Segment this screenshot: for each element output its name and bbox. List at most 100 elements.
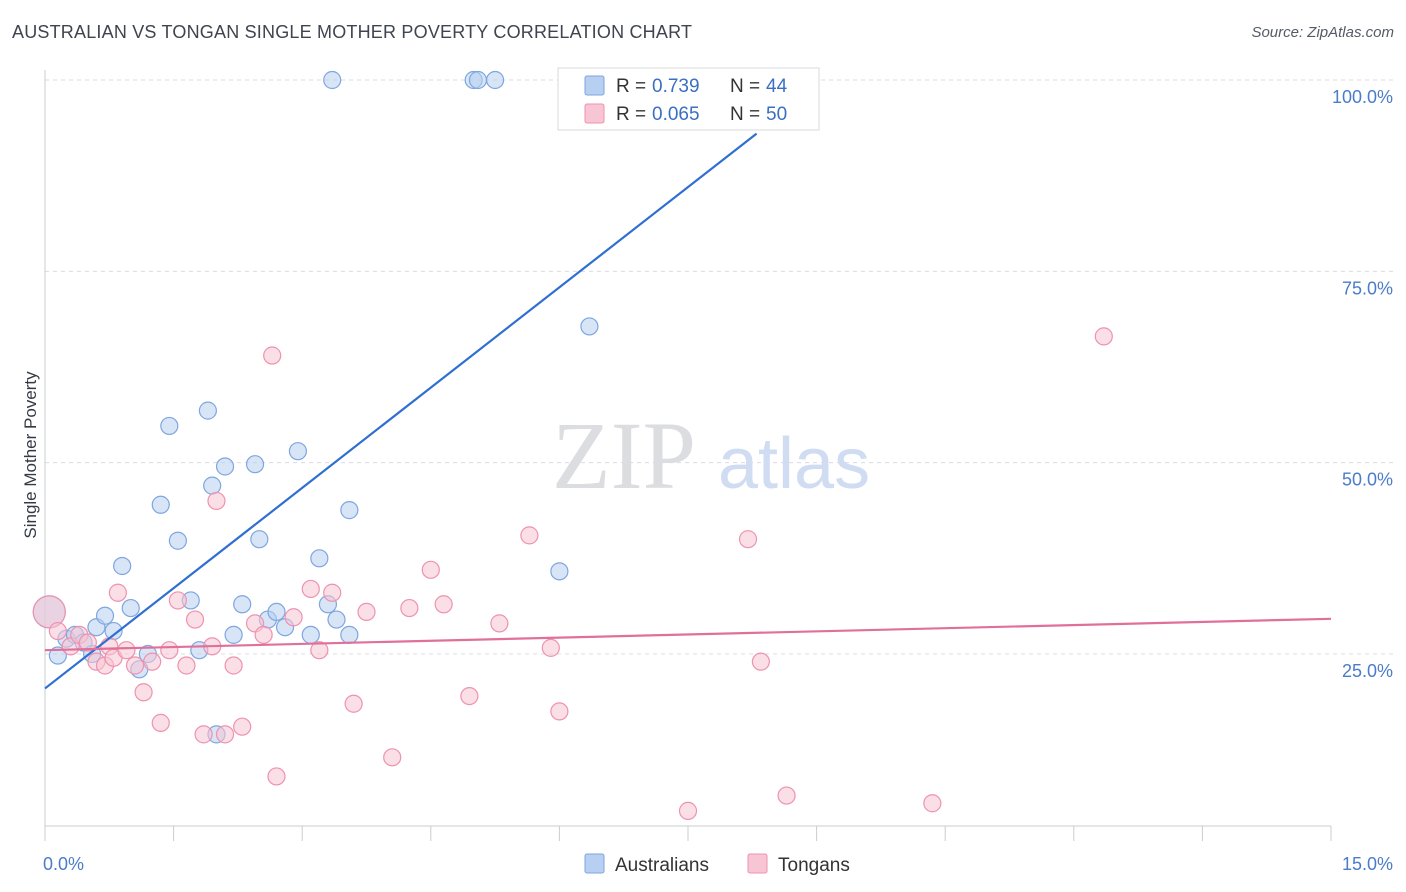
tongans-point	[357, 602, 376, 622]
tongans-point	[751, 652, 770, 671]
tongans-point	[434, 595, 453, 614]
australians-point	[113, 556, 132, 576]
y-tick-label: 25.0%	[1342, 661, 1393, 681]
australians-point	[95, 606, 115, 625]
tongans-point	[160, 641, 179, 660]
tongans-point	[177, 656, 196, 675]
tongans-point	[421, 560, 440, 579]
tongans-point	[310, 641, 329, 660]
y-axis-title: Single Mother Poverty	[21, 371, 40, 539]
australians-point	[301, 625, 320, 644]
tongans-point	[125, 656, 145, 675]
x-tick-label: 0.0%	[43, 854, 84, 874]
watermark: ZIP atlas	[552, 402, 870, 509]
tongans-point	[323, 583, 342, 602]
tongans-point	[541, 638, 560, 657]
tongans-point	[400, 598, 419, 618]
tongans-point	[678, 801, 698, 820]
tongans-point	[490, 614, 509, 633]
chart-source: Source: ZipAtlas.com	[1251, 24, 1394, 41]
legend-swatch-australians	[584, 853, 605, 874]
legend-n-label-aus: N =	[730, 76, 760, 97]
australians-point	[224, 625, 243, 644]
australians-point	[486, 70, 505, 90]
tongans-point	[254, 625, 273, 644]
legend-r-value-ton: 0.065	[652, 104, 700, 125]
australians-point	[203, 476, 222, 495]
australians-point	[215, 457, 235, 476]
y-tick-label: 100.0%	[1332, 87, 1393, 107]
tongans-point	[520, 526, 539, 545]
legend-r-label-aus: R =	[616, 76, 646, 97]
tongans-point	[117, 641, 136, 660]
tongans-point	[777, 786, 796, 805]
australians-point	[121, 598, 140, 618]
tongans-point	[32, 595, 66, 629]
australians-point	[340, 501, 359, 520]
tongans-point	[550, 702, 569, 721]
tongans-point	[267, 767, 286, 786]
tongans-point	[143, 652, 162, 671]
tongans-point	[301, 579, 320, 599]
tongans-trend-line	[44, 617, 1332, 652]
axes	[44, 70, 1332, 841]
legend-r-value-aus: 0.739	[652, 76, 700, 97]
tongans-point	[460, 686, 479, 706]
tongans-point	[284, 608, 303, 627]
tongans-point	[207, 491, 226, 511]
y-tick-label: 50.0%	[1342, 470, 1393, 490]
x-tick-label: 15.0%	[1342, 854, 1393, 874]
australians-point	[168, 531, 187, 550]
tongans-point	[108, 583, 127, 602]
tongans-point	[78, 633, 97, 652]
tongans-point	[151, 713, 170, 732]
tongans-point	[134, 683, 153, 702]
watermark-zip-text: ZIP	[552, 402, 696, 509]
australians-point	[267, 602, 286, 622]
legend-r-label-ton: R =	[616, 104, 646, 125]
australians-point	[310, 549, 329, 568]
tongans-point	[215, 725, 235, 744]
tick-labels: 25.0% 50.0% 75.0% 100.0% 0.0% 15.0%	[43, 87, 1393, 874]
trend-lines	[44, 132, 1332, 690]
tongans-point	[923, 794, 942, 813]
australians-swatch	[584, 75, 605, 96]
legend-swatch-tongans	[747, 853, 768, 874]
tongans-point	[263, 346, 282, 365]
tongans-point	[738, 530, 758, 549]
watermark-atlas-text: atlas	[718, 424, 870, 504]
y-tick-label: 75.0%	[1342, 278, 1393, 298]
gridlines	[45, 79, 1394, 655]
australians-point	[151, 495, 170, 514]
tongans-point	[224, 656, 243, 675]
legend-label-australians: Australians	[615, 855, 709, 876]
legend-n-value-aus: 44	[766, 76, 788, 97]
australians-point	[288, 442, 308, 461]
correlation-legend: R = 0.739 N = 44 R = 0.065 N = 50	[557, 67, 820, 131]
tongans-point	[168, 591, 187, 610]
series-legend: Australians Tongans	[584, 853, 850, 876]
australians-point	[327, 610, 346, 629]
australians-point	[323, 70, 342, 90]
tongans-point	[344, 694, 363, 713]
tongans-point	[194, 725, 213, 744]
chart-title: AUSTRALIAN VS TONGAN SINGLE MOTHER POVER…	[12, 22, 693, 42]
legend-n-label-ton: N =	[730, 104, 760, 125]
tongans-point	[233, 717, 252, 736]
australians-trend-line	[44, 132, 758, 690]
australians-point	[245, 455, 265, 474]
legend-n-value-ton: 50	[766, 104, 787, 125]
tongans-point	[48, 621, 67, 641]
australians-point	[198, 401, 217, 420]
australians-point	[233, 595, 252, 614]
tongans-point	[185, 610, 205, 629]
australians-point	[160, 416, 179, 436]
australians-point	[550, 562, 569, 581]
tongans-point	[1094, 327, 1113, 346]
australians-point	[580, 317, 599, 336]
tongans-point	[383, 748, 402, 767]
tongans-swatch	[584, 103, 605, 124]
australians-point	[48, 646, 67, 665]
australians-point	[250, 530, 269, 549]
